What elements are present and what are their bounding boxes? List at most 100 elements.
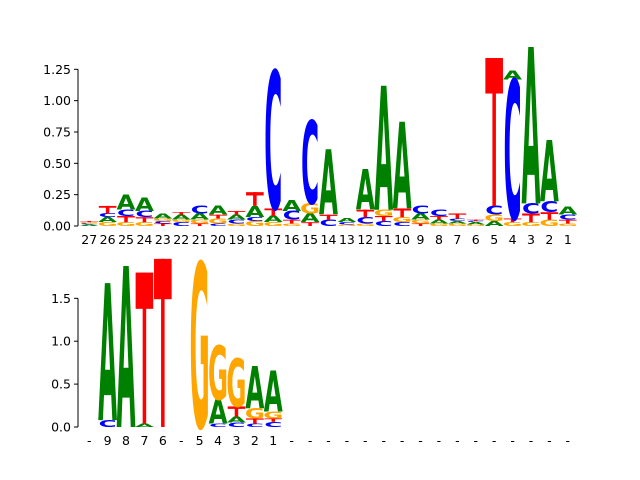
logo-letter-C: C xyxy=(559,214,577,222)
logo-letter-A: A xyxy=(264,361,283,426)
logo-letter-T xyxy=(503,218,522,223)
x-tick-label: 2 xyxy=(251,433,259,448)
logo-letter-G: G xyxy=(245,220,265,228)
logo-letter-G: G xyxy=(503,222,523,228)
y-tick-label: 1.0 xyxy=(51,334,71,349)
x-tick-label: 21 xyxy=(192,232,208,247)
logo-letter-G: G xyxy=(429,223,449,227)
logo-letter-A: A xyxy=(172,214,191,222)
logo-letter-C: C xyxy=(209,223,227,227)
logo-letter-G: G xyxy=(171,219,191,223)
logo-letter-C: C xyxy=(99,419,117,430)
logo-letter-C: C xyxy=(191,205,209,217)
logo-letter-G: G xyxy=(558,223,578,227)
logo-letter-T xyxy=(466,219,485,221)
logo-letter-G: G xyxy=(447,223,467,227)
logo-letter-T xyxy=(264,208,283,216)
x-tick-label: 4 xyxy=(509,232,517,247)
logo-letter-A: A xyxy=(337,218,356,224)
logo-letter-T xyxy=(411,223,430,226)
y-tick-label: 0.00 xyxy=(43,219,71,234)
logo-letter-A: A xyxy=(558,206,578,218)
logo-letter-A: A xyxy=(356,161,375,224)
x-tick-label: - xyxy=(418,433,423,448)
logo-letter-A: A xyxy=(227,214,246,222)
logo-letter-T xyxy=(80,220,99,223)
logo-letter-G: G xyxy=(411,219,431,225)
x-tick-label: 5 xyxy=(490,232,498,247)
x-tick-label: 2 xyxy=(545,232,553,247)
logo-letter-G: G xyxy=(226,345,246,422)
logo-letter-G: G xyxy=(539,219,559,229)
x-tick-label: 19 xyxy=(229,232,245,247)
logo-letter-T xyxy=(117,215,135,223)
logo-letter-G: G xyxy=(116,222,136,228)
logo-letter-G: G xyxy=(153,218,173,222)
x-tick-label: 7 xyxy=(140,433,148,448)
x-tick-label: 20 xyxy=(210,232,226,247)
logo-letter-A: A xyxy=(245,203,264,221)
x-tick-label: - xyxy=(529,433,534,448)
logo-letter-T xyxy=(301,222,319,226)
y-tick-label: 0.25 xyxy=(43,187,71,202)
logo-letter-C: C xyxy=(540,198,558,216)
x-tick-label: 6 xyxy=(159,433,167,448)
x-tick-label: - xyxy=(400,433,405,448)
x-tick-label: 4 xyxy=(214,433,222,448)
logo-letter-G: G xyxy=(374,208,394,218)
x-tick-label: 25 xyxy=(118,232,134,247)
logo-letter-T xyxy=(209,214,227,219)
logo-letter-G: G xyxy=(484,213,504,223)
y-tick-label: 1.00 xyxy=(43,93,71,108)
logo-letter-A: A xyxy=(301,211,320,225)
logo-letter-C: C xyxy=(246,217,264,223)
x-tick-label: 6 xyxy=(472,232,480,247)
x-tick-label: 22 xyxy=(173,232,189,247)
logo-letter-A: A xyxy=(522,5,541,255)
logo-letter-C: C xyxy=(154,221,172,225)
x-tick-label: 3 xyxy=(527,232,535,247)
logo-letter-A: A xyxy=(117,223,136,480)
x-tick-label: - xyxy=(492,433,497,448)
logo-letter-G: G xyxy=(355,223,375,227)
logo-letter-C: C xyxy=(80,223,98,225)
x-tick-label: 1 xyxy=(564,232,572,247)
logo-letter-G: G xyxy=(300,201,320,217)
logo-letter-A: A xyxy=(374,52,393,251)
x-tick-label: - xyxy=(566,433,571,448)
logo-letter-G: G xyxy=(226,223,246,227)
logo-letter-C: C xyxy=(172,222,190,228)
logo-letter-A: A xyxy=(503,68,522,82)
x-tick-label: 9 xyxy=(104,433,112,448)
logo-letter-C: C xyxy=(135,210,153,220)
x-tick-label: 16 xyxy=(284,232,300,247)
x-tick-label: - xyxy=(455,433,460,448)
logo-letter-G: G xyxy=(392,216,412,224)
y-tick-label: 1.25 xyxy=(43,62,71,77)
x-tick-label: - xyxy=(179,433,184,448)
x-tick-label: 8 xyxy=(435,232,443,247)
logo-letter-A: A xyxy=(429,219,448,225)
logo-letter-G: G xyxy=(263,410,283,421)
logo-letter-T xyxy=(227,210,246,215)
logo-letter-A: A xyxy=(98,216,117,224)
logo-panel-bottom: 0.00.51.01.5- 9 8 7 6-5 4 3 2 1- - - - - - - - - - - - - - - -C… xyxy=(51,218,570,480)
logo-letter-G: G xyxy=(190,218,210,480)
y-tick-label: 1.5 xyxy=(51,291,71,306)
logo-letter-G: G xyxy=(521,222,541,228)
logo-letter-C: C xyxy=(209,423,227,428)
logo-letter-G: G xyxy=(190,219,210,225)
logo-letter-A: A xyxy=(448,221,468,225)
logo-letter-G: G xyxy=(79,222,99,224)
logo-letter-C: C xyxy=(338,222,356,226)
logo-letter-T xyxy=(282,219,301,224)
logo-letter-A: A xyxy=(190,212,210,222)
logo-letter-A: A xyxy=(98,246,117,465)
x-tick-label: - xyxy=(437,433,442,448)
logo-letter-G: G xyxy=(245,405,265,422)
logo-letter-T xyxy=(246,418,264,424)
x-tick-label: 12 xyxy=(357,232,373,247)
x-tick-label: - xyxy=(326,433,331,448)
x-tick-label: 24 xyxy=(136,232,152,247)
